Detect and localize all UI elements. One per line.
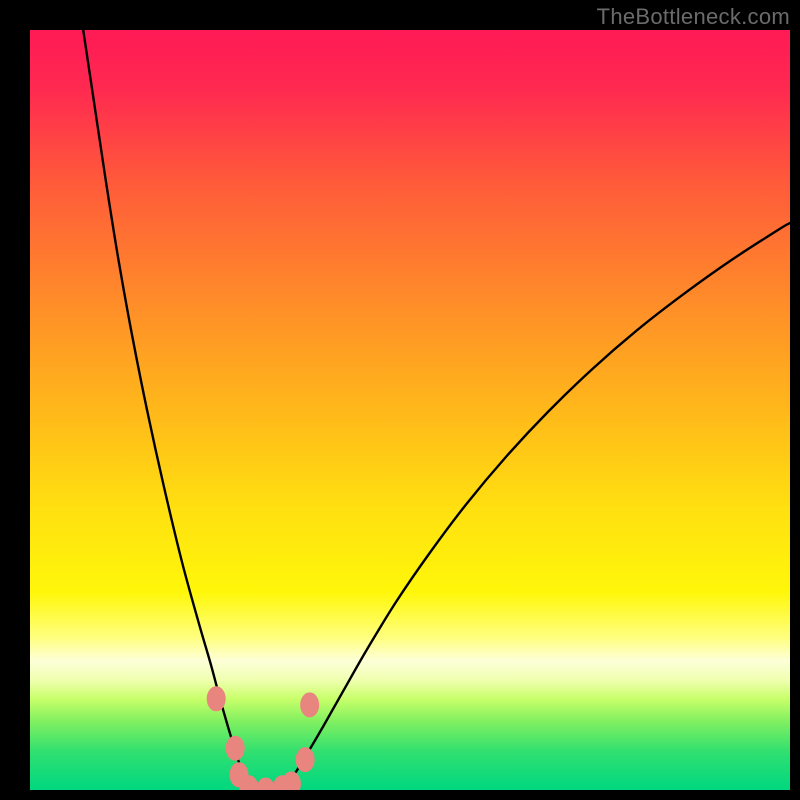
marker-point xyxy=(226,736,244,760)
marker-point xyxy=(207,687,225,711)
watermark-text: TheBottleneck.com xyxy=(597,4,790,30)
plot-area xyxy=(30,30,790,790)
gradient-background xyxy=(30,30,790,790)
figure-stage: TheBottleneck.com xyxy=(0,0,800,800)
marker-point xyxy=(296,748,314,772)
marker-point xyxy=(282,772,300,790)
marker-point xyxy=(301,693,319,717)
